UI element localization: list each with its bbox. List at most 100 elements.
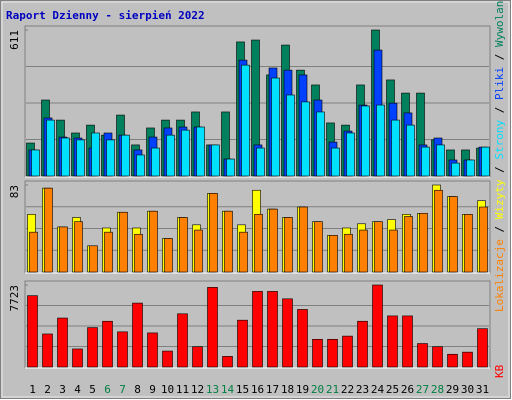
legend-separator: /: [493, 219, 506, 239]
x-tick-label: 18: [281, 383, 294, 396]
bar: [151, 147, 160, 177]
bar: [76, 139, 85, 177]
bar: [327, 338, 338, 368]
bar: [117, 331, 128, 368]
bar: [387, 315, 398, 368]
bar: [462, 351, 473, 368]
legend: Lokalizacje / Wizyty / Strony / Pliki / …: [493, 0, 506, 312]
bar: [164, 238, 173, 273]
x-tick-label: 6: [104, 383, 111, 396]
bar: [421, 146, 430, 177]
bar: [121, 134, 130, 177]
bar: [74, 221, 83, 273]
legend-entry: Pliki: [493, 67, 506, 100]
bar: [282, 298, 293, 368]
x-tick-label: 10: [161, 383, 174, 396]
x-tick-label: 11: [176, 383, 189, 396]
bar: [72, 348, 83, 368]
x-tick-label: 9: [149, 383, 156, 396]
bar: [466, 159, 475, 177]
bar: [162, 350, 173, 368]
bar: [299, 206, 308, 273]
bar: [207, 287, 218, 368]
bar: [224, 210, 233, 273]
x-tick-label: 5: [89, 383, 96, 396]
bar: [254, 214, 263, 273]
bar: [241, 64, 250, 177]
x-tick-label: 20: [311, 383, 324, 396]
x-tick-label: 12: [191, 383, 204, 396]
x-tick-label: 16: [251, 383, 264, 396]
bar: [389, 229, 398, 273]
bar: [447, 353, 458, 368]
bar: [419, 213, 428, 273]
x-tick-label: 4: [74, 383, 81, 396]
bar: [61, 137, 70, 177]
bar: [181, 129, 190, 177]
title: Raport Dzienny - sierpień 2022: [6, 9, 205, 22]
bar: [329, 235, 338, 273]
x-tick-label: 25: [386, 383, 399, 396]
bar: [237, 319, 248, 368]
bar: [149, 210, 158, 273]
bar: [271, 77, 280, 177]
legend-entry: Lokalizacje: [493, 239, 506, 312]
x-tick-label: 23: [356, 383, 369, 396]
bar: [331, 147, 340, 177]
x-tick-label: 21: [326, 383, 339, 396]
bar: [147, 332, 158, 368]
bar: [136, 154, 145, 177]
bar: [166, 134, 175, 177]
y-tick-label: 7723: [8, 285, 21, 312]
bar: [402, 315, 413, 368]
x-tick-label: 8: [134, 383, 141, 396]
bar: [42, 333, 53, 368]
x-tick-label: 3: [59, 383, 66, 396]
bar: [436, 144, 445, 177]
x-tick-label: 15: [236, 383, 249, 396]
bar: [211, 144, 220, 177]
bar: [449, 196, 458, 273]
bar: [106, 139, 115, 177]
bar: [357, 320, 368, 368]
bar: [57, 317, 68, 368]
bar: [374, 221, 383, 273]
bar: [372, 284, 383, 368]
bar: [119, 211, 128, 273]
bar: [391, 119, 400, 177]
bar: [316, 111, 325, 177]
x-tick-label: 31: [476, 383, 489, 396]
y-tick-label: 83: [8, 185, 21, 198]
bar: [417, 343, 428, 368]
x-tick-label: 17: [266, 383, 279, 396]
bar: [346, 132, 355, 177]
bar: [132, 302, 143, 368]
bar: [102, 320, 113, 368]
x-tick-label: 2: [44, 383, 51, 396]
bar: [177, 313, 188, 368]
bar: [406, 124, 415, 177]
legend-entry: Wizyty: [493, 179, 506, 219]
legend-entry: KB: [493, 364, 506, 378]
bar: [104, 231, 113, 273]
bar: [451, 162, 460, 177]
x-tick-label: 29: [446, 383, 459, 396]
bar: [91, 132, 100, 177]
bar: [87, 327, 98, 368]
x-tick-label: 30: [461, 383, 474, 396]
bar: [481, 146, 490, 177]
x-tick-label: 1: [29, 383, 36, 396]
x-tick-label: 7: [119, 383, 126, 396]
x-tick-label: 28: [431, 383, 444, 396]
bar: [194, 229, 203, 273]
bar: [209, 193, 218, 273]
bar: [267, 291, 278, 368]
x-tick-label: 22: [341, 383, 354, 396]
bar: [179, 217, 188, 273]
legend-separator: /: [493, 100, 506, 120]
bar: [297, 309, 308, 368]
bar: [404, 216, 413, 273]
x-tick-label: 14: [221, 383, 235, 396]
